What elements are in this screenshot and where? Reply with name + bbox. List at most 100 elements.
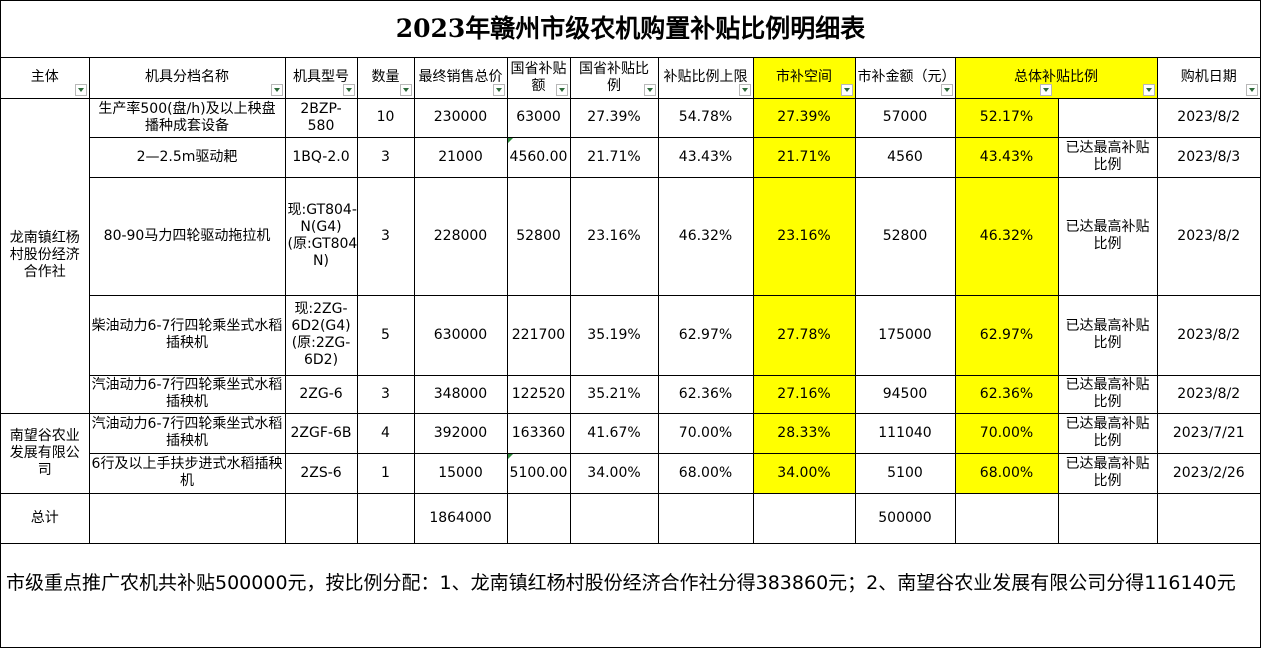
cell-cap[interactable]: 46.32% (657, 176, 754, 296)
cell-name[interactable]: 汽油动力6-7行四轮乘坐式水稻插秧机 (89, 374, 286, 414)
cell-total-ratio[interactable]: 62.36% (954, 374, 1059, 414)
cell-cap[interactable]: 68.00% (657, 452, 754, 494)
cell-note[interactable]: 已达最高补贴比例 (1057, 176, 1158, 296)
cell-city-amount[interactable]: 4560 (854, 136, 956, 178)
cell-gs-amount[interactable]: 52800 (506, 176, 571, 296)
total-label[interactable]: 总计 (1, 492, 90, 544)
filter-dropdown-icon[interactable] (840, 83, 853, 96)
cell-gs-amount[interactable]: 221700 (506, 294, 571, 376)
cell-name[interactable]: 2—2.5m驱动耙 (89, 136, 286, 178)
cell-qty[interactable]: 5 (356, 294, 415, 376)
cell-price[interactable]: 228000 (413, 176, 508, 296)
cell-gs-amount[interactable]: 4560.00 (506, 136, 571, 178)
empty-cell[interactable] (356, 492, 415, 544)
cell-name[interactable]: 柴油动力6-7行四轮乘坐式水稻插秧机 (89, 294, 286, 376)
cell-total-ratio[interactable]: 68.00% (954, 452, 1059, 494)
cell-note[interactable]: 已达最高补贴比例 (1057, 136, 1158, 178)
cell-qty[interactable]: 3 (356, 176, 415, 296)
group-cell[interactable]: 南望谷农业发展有限公司 (1, 412, 90, 494)
cell-space[interactable]: 27.16% (752, 374, 856, 414)
cell-cap[interactable]: 62.97% (657, 294, 754, 376)
filter-dropdown-icon[interactable] (738, 83, 751, 96)
cell-space[interactable]: 28.33% (752, 412, 856, 454)
header-cell[interactable]: 国省补贴额 (506, 58, 571, 99)
cell-note[interactable]: 已达最高补贴比例 (1057, 412, 1158, 454)
cell-cap[interactable]: 54.78% (657, 97, 754, 138)
header-cell[interactable]: 市补空间 (752, 58, 856, 99)
cell-price[interactable]: 392000 (413, 412, 508, 454)
cell-model[interactable]: 2ZGF-6B (284, 412, 358, 454)
filter-dropdown-icon[interactable] (1246, 83, 1258, 96)
cell-cap[interactable]: 62.36% (657, 374, 754, 414)
cell-price[interactable]: 348000 (413, 374, 508, 414)
header-cell[interactable]: 主体 (1, 58, 90, 99)
total-city-amount[interactable]: 500000 (854, 492, 956, 544)
empty-cell[interactable] (954, 492, 1059, 544)
cell-space[interactable]: 27.39% (752, 97, 856, 138)
filter-dropdown-icon[interactable] (1039, 83, 1052, 96)
empty-cell[interactable] (657, 492, 754, 544)
cell-date[interactable]: 2023/8/2 (1156, 374, 1260, 414)
cell-date[interactable]: 2023/8/2 (1156, 176, 1260, 296)
cell-gs-amount[interactable]: 122520 (506, 374, 571, 414)
cell-date[interactable]: 2023/8/2 (1156, 97, 1260, 138)
filter-dropdown-icon[interactable] (74, 83, 87, 96)
cell-model[interactable]: 1BQ-2.0 (284, 136, 358, 178)
cell-space[interactable]: 27.78% (752, 294, 856, 376)
cell-qty[interactable]: 4 (356, 412, 415, 454)
cell-city-amount[interactable]: 52800 (854, 176, 956, 296)
filter-dropdown-icon[interactable] (492, 83, 505, 96)
cell-price[interactable]: 230000 (413, 97, 508, 138)
cell-model[interactable]: 现:2ZG-6D2(G4)(原:2ZG-6D2) (284, 294, 358, 376)
cell-note[interactable]: 已达最高补贴比例 (1057, 452, 1158, 494)
filter-dropdown-icon[interactable] (643, 83, 656, 96)
cell-total-ratio[interactable]: 62.97% (954, 294, 1059, 376)
empty-cell[interactable] (1156, 492, 1260, 544)
cell-gs-ratio[interactable]: 34.00% (569, 452, 659, 494)
empty-cell[interactable] (569, 492, 659, 544)
cell-space[interactable]: 23.16% (752, 176, 856, 296)
header-cell[interactable]: 市补金额（元） (854, 58, 956, 99)
cell-note[interactable]: 已达最高补贴比例 (1057, 374, 1158, 414)
cell-gs-amount[interactable]: 163360 (506, 412, 571, 454)
cell-total-ratio[interactable]: 70.00% (954, 412, 1059, 454)
empty-cell[interactable] (1057, 492, 1158, 544)
cell-date[interactable]: 2023/8/3 (1156, 136, 1260, 178)
cell-date[interactable]: 2023/8/2 (1156, 294, 1260, 376)
header-cell[interactable]: 最终销售总价 (413, 58, 508, 99)
header-cell[interactable]: 数量 (356, 58, 415, 99)
cell-gs-ratio[interactable]: 35.21% (569, 374, 659, 414)
filter-dropdown-icon[interactable] (399, 83, 412, 96)
filter-dropdown-icon[interactable] (342, 83, 355, 96)
cell-city-amount[interactable]: 111040 (854, 412, 956, 454)
cell-total-ratio[interactable]: 46.32% (954, 176, 1059, 296)
header-cell[interactable]: 国省补贴比例 (569, 58, 659, 99)
cell-city-amount[interactable]: 94500 (854, 374, 956, 414)
cell-model[interactable]: 2ZS-6 (284, 452, 358, 494)
cell-city-amount[interactable]: 175000 (854, 294, 956, 376)
cell-date[interactable]: 2023/2/26 (1156, 452, 1260, 494)
cell-cap[interactable]: 43.43% (657, 136, 754, 178)
cell-total-ratio[interactable]: 52.17% (954, 97, 1059, 138)
cell-space[interactable]: 34.00% (752, 452, 856, 494)
cell-gs-ratio[interactable]: 21.71% (569, 136, 659, 178)
cell-name[interactable]: 生产率500(盘/h)及以上秧盘播种成套设备 (88, 97, 286, 138)
empty-cell[interactable] (284, 492, 358, 544)
cell-model[interactable]: 2ZG-6 (284, 374, 358, 414)
cell-qty[interactable]: 3 (356, 374, 415, 414)
filter-dropdown-icon[interactable] (1142, 83, 1155, 96)
cell-qty[interactable]: 3 (356, 136, 415, 178)
header-cell[interactable]: 购机日期 (1156, 58, 1260, 99)
total-price[interactable]: 1864000 (413, 492, 508, 544)
allocation-note[interactable]: 市级重点推广农机共补贴500000元，按比例分配：1、龙南镇红杨村股份经济合作社… (6, 572, 1236, 594)
cell-gs-amount[interactable]: 63000 (506, 97, 571, 138)
empty-cell[interactable] (752, 492, 856, 544)
cell-city-amount[interactable]: 5100 (854, 452, 956, 494)
cell-price[interactable]: 21000 (413, 136, 508, 178)
cell-gs-ratio[interactable]: 23.16% (569, 176, 659, 296)
empty-cell[interactable] (506, 492, 571, 544)
cell-name[interactable]: 6行及以上手扶步进式水稻插秧机 (89, 452, 286, 494)
cell-date[interactable]: 2023/7/21 (1156, 412, 1260, 454)
cell-cap[interactable]: 70.00% (657, 412, 754, 454)
cell-note[interactable]: 已达最高补贴比例 (1057, 294, 1158, 376)
